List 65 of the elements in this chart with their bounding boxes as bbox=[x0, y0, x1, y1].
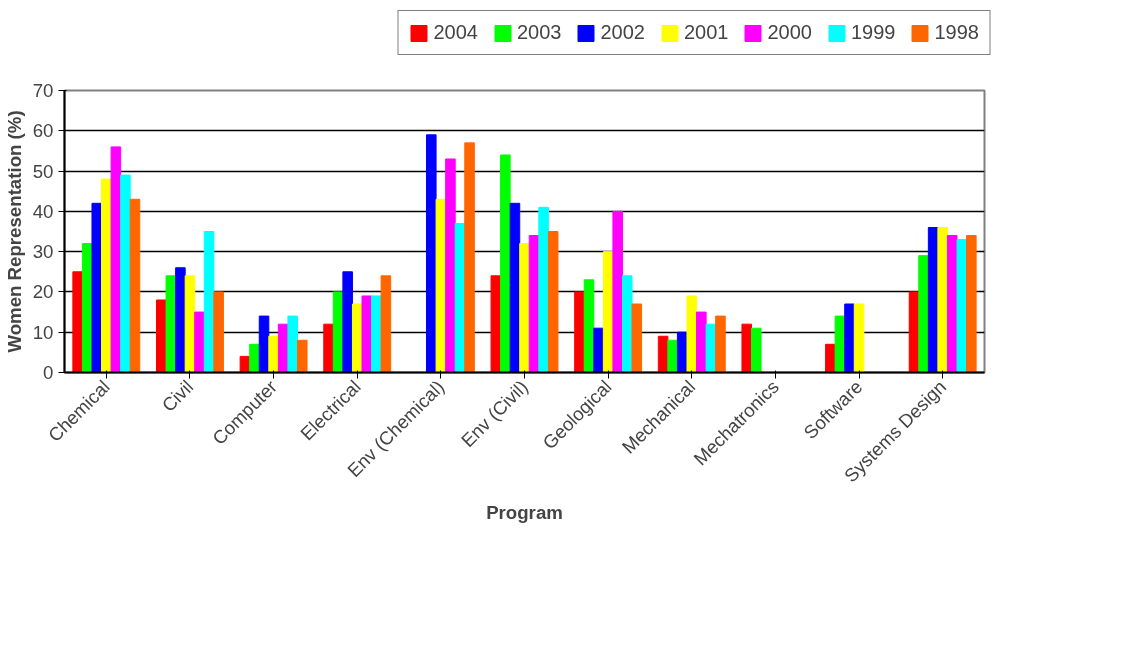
bar bbox=[361, 295, 373, 373]
bar bbox=[705, 323, 717, 373]
bar bbox=[426, 134, 437, 373]
bar bbox=[120, 174, 131, 373]
bar bbox=[380, 275, 392, 373]
y-tick-label: 40 bbox=[32, 200, 54, 222]
y-tick-label: 70 bbox=[32, 80, 54, 101]
bar bbox=[667, 339, 678, 373]
bar bbox=[583, 279, 595, 373]
bar bbox=[165, 275, 177, 373]
bar bbox=[686, 295, 698, 373]
bar bbox=[296, 339, 308, 373]
y-tick-label: 0 bbox=[43, 362, 54, 383]
y-tick-label: 10 bbox=[32, 321, 54, 343]
bar bbox=[937, 226, 948, 373]
legend-label: 2000 bbox=[767, 21, 812, 44]
bar bbox=[751, 327, 762, 373]
bar bbox=[490, 275, 502, 373]
bar bbox=[966, 235, 977, 373]
bar bbox=[435, 198, 447, 373]
bar bbox=[519, 243, 530, 373]
bar bbox=[239, 355, 251, 373]
legend-label: 2004 bbox=[433, 21, 478, 44]
bar bbox=[323, 323, 334, 373]
bar bbox=[547, 231, 559, 373]
bar bbox=[175, 267, 186, 373]
bar bbox=[129, 198, 141, 373]
y-tick-label: 20 bbox=[32, 281, 54, 303]
y-tick-label: 30 bbox=[32, 241, 54, 263]
bar bbox=[91, 202, 103, 373]
bar bbox=[844, 303, 855, 373]
bar bbox=[918, 255, 929, 373]
bar bbox=[464, 142, 475, 373]
bar bbox=[538, 206, 549, 373]
x-axis-title: Program bbox=[486, 501, 563, 523]
bar bbox=[342, 271, 353, 373]
bar bbox=[741, 323, 753, 373]
legend-label: 2002 bbox=[600, 21, 645, 44]
bar bbox=[213, 291, 224, 373]
bar bbox=[834, 315, 846, 373]
bar bbox=[287, 315, 298, 373]
bar bbox=[268, 335, 279, 373]
bar bbox=[593, 327, 604, 373]
bar bbox=[194, 311, 205, 373]
y-axis-title: Women Representation (%) bbox=[3, 110, 25, 353]
bar bbox=[72, 271, 83, 373]
legend-label: 2003 bbox=[517, 21, 562, 44]
x-tick-label: Civil bbox=[157, 376, 198, 416]
bar bbox=[956, 239, 968, 373]
bar bbox=[203, 231, 215, 373]
bar bbox=[249, 343, 260, 373]
bar bbox=[110, 146, 122, 373]
bar bbox=[631, 303, 643, 373]
bar bbox=[500, 154, 511, 373]
bar bbox=[445, 158, 456, 373]
y-tick-label: 50 bbox=[32, 160, 54, 182]
bar bbox=[853, 303, 865, 373]
bar bbox=[715, 315, 726, 373]
bar bbox=[612, 210, 623, 373]
y-tick-label: 60 bbox=[32, 120, 54, 142]
bar bbox=[621, 275, 633, 373]
legend-label: 1998 bbox=[934, 21, 979, 44]
legend-label: 1999 bbox=[851, 21, 896, 44]
bar bbox=[574, 291, 585, 373]
legend-label: 2001 bbox=[684, 21, 729, 44]
